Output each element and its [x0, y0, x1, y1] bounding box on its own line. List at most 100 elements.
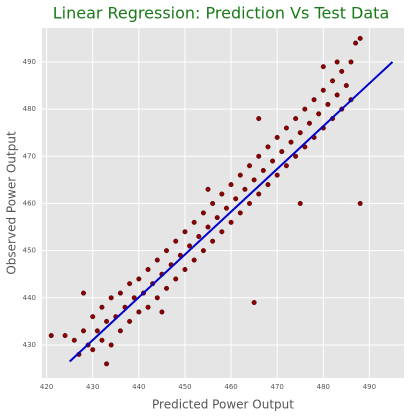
point [288, 139, 294, 145]
point [247, 200, 253, 206]
y-tick-label: 480 [23, 105, 36, 113]
point [270, 158, 276, 164]
point [228, 219, 234, 225]
point [104, 361, 110, 367]
point [214, 215, 220, 221]
point [274, 172, 280, 178]
x-axis-label: Predicted Power Output [152, 398, 294, 412]
point [256, 153, 262, 159]
x-tick-label: 470 [270, 383, 283, 391]
point [90, 347, 96, 353]
point [94, 328, 100, 334]
point [283, 125, 289, 131]
point [279, 149, 285, 155]
point [265, 144, 271, 150]
point [343, 83, 349, 89]
point [302, 106, 308, 112]
point [251, 177, 257, 183]
x-tick-label: 450 [178, 383, 191, 391]
point [136, 309, 142, 315]
point [297, 130, 303, 136]
point [81, 328, 87, 334]
point [196, 233, 202, 239]
point [210, 238, 216, 244]
point [311, 97, 317, 103]
y-tick-label: 440 [23, 294, 36, 302]
point [334, 92, 340, 98]
point [90, 314, 96, 320]
x-tick-label: 490 [363, 383, 376, 391]
point [251, 300, 257, 306]
point [131, 295, 137, 301]
point [357, 200, 363, 206]
point [127, 318, 133, 324]
point [265, 182, 271, 188]
point [297, 200, 303, 206]
point [256, 116, 262, 122]
point [62, 333, 68, 339]
point [316, 111, 322, 117]
point [164, 248, 170, 254]
point [104, 318, 110, 324]
point [325, 101, 331, 107]
point [71, 337, 77, 343]
point [173, 276, 179, 282]
point [182, 229, 188, 235]
point [348, 59, 354, 65]
point [191, 219, 197, 225]
point [320, 64, 326, 70]
point [247, 163, 253, 169]
point [330, 78, 336, 84]
y-tick-label: 450 [23, 247, 36, 255]
point [242, 186, 248, 192]
point [164, 285, 170, 291]
point [205, 224, 211, 230]
point [136, 276, 142, 282]
point [108, 342, 114, 348]
point [99, 337, 105, 343]
point [99, 304, 105, 310]
point [81, 290, 87, 296]
point [182, 267, 188, 273]
point [237, 172, 243, 178]
point [200, 248, 206, 254]
point [320, 87, 326, 93]
point [154, 295, 160, 301]
y-tick-label: 490 [23, 58, 36, 66]
y-axis-label: Observed Power Output [5, 131, 19, 275]
point [293, 153, 299, 159]
point [200, 210, 206, 216]
point [117, 290, 123, 296]
chart-title: Linear Regression: Prediction Vs Test Da… [53, 4, 390, 23]
point [256, 191, 262, 197]
x-tick-label: 420 [40, 383, 53, 391]
point [260, 167, 266, 173]
point [219, 191, 225, 197]
x-tick-label: 460 [224, 383, 237, 391]
point [283, 163, 289, 169]
point [223, 205, 229, 211]
y-tick-label: 470 [23, 152, 36, 160]
x-tick-label: 440 [132, 383, 145, 391]
point [159, 309, 165, 315]
point [205, 186, 211, 192]
point [274, 134, 280, 140]
point [334, 59, 340, 65]
point [108, 295, 114, 301]
point [339, 68, 345, 74]
point [48, 333, 54, 339]
point [127, 281, 133, 287]
point [117, 328, 123, 334]
point [210, 200, 216, 206]
point [293, 116, 299, 122]
point [219, 229, 225, 235]
point [145, 304, 151, 310]
regression-line [68, 61, 394, 363]
x-tick-label: 430 [86, 383, 99, 391]
point [306, 120, 312, 126]
point [173, 238, 179, 244]
x-tick-label: 480 [317, 383, 330, 391]
y-tick-label: 430 [23, 341, 36, 349]
point [187, 243, 193, 249]
